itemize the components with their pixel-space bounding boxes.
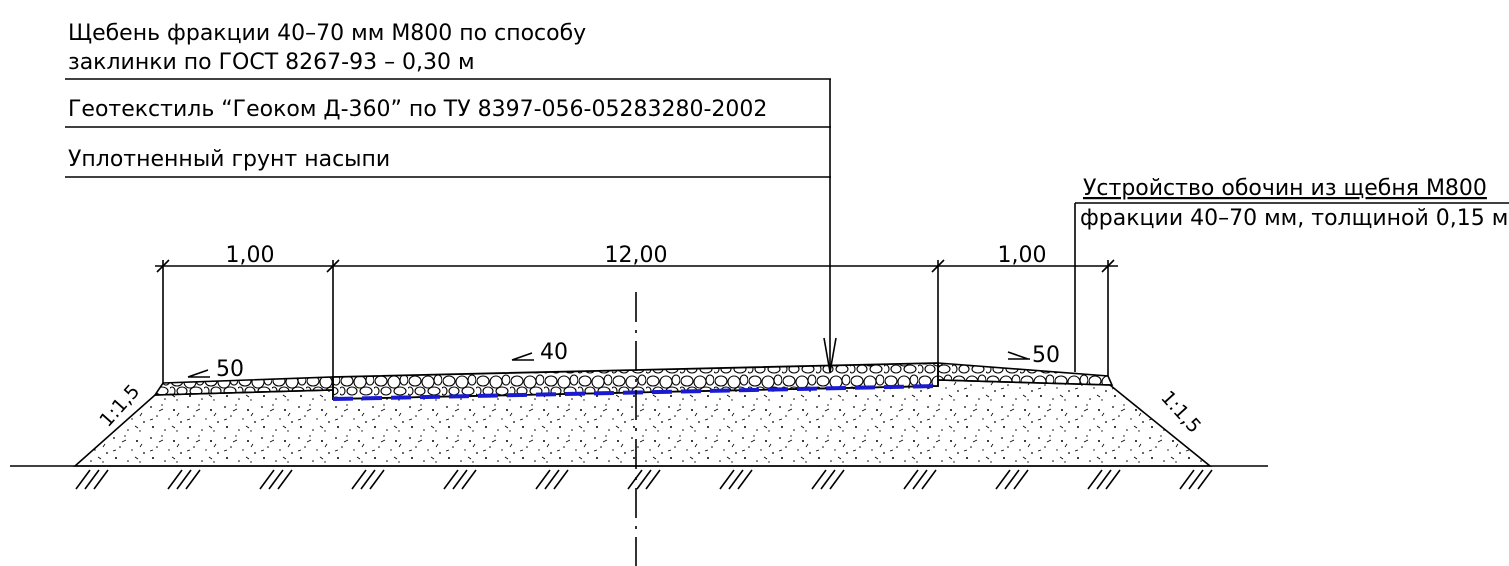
shoulder-text: фракции 40–70 мм, толщиной 0,15 м — [1080, 206, 1508, 231]
callout-text: заклинки по ГОСТ 8267-93 – 0,30 м — [68, 50, 475, 75]
shoulder-layer — [937, 362, 1114, 386]
slope-label: 50 — [1032, 343, 1060, 368]
ground-hatch — [75, 469, 1213, 490]
callout-text: Уплотненный грунт насыпи — [68, 147, 390, 172]
dimension-line — [155, 259, 1118, 383]
slope-mark — [187, 351, 1030, 378]
callout-text: Геотекстиль “Геоком Д-360” по ТУ 8397-05… — [68, 97, 767, 122]
dimension-label: 12,00 — [605, 243, 668, 268]
dimension-label: 1,00 — [226, 243, 275, 268]
hatch-stroke — [75, 469, 1213, 490]
slope-label: 50 — [216, 357, 244, 382]
leader — [65, 78, 837, 373]
dimension-label: 1,00 — [998, 243, 1047, 268]
leader — [1074, 202, 1509, 372]
callout-text: Щебень фракции 40–70 мм М800 по способу — [68, 21, 586, 46]
slope-label: 40 — [540, 340, 568, 365]
shoulder-text: Устройство обочин из щебня М800 — [1083, 176, 1487, 201]
